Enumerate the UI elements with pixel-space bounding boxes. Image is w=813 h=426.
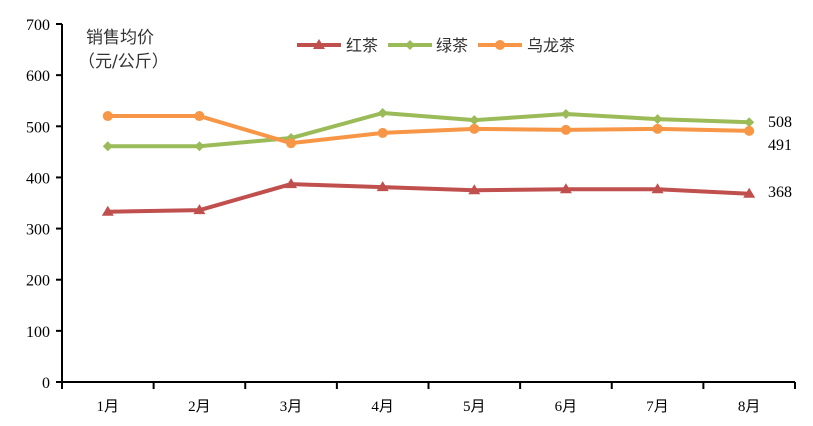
series-1 — [102, 107, 755, 152]
diamond-marker-icon — [560, 109, 571, 120]
x-tick-label: 5月 — [463, 399, 486, 415]
y-tick-label: 100 — [26, 324, 50, 341]
legend: 红茶 绿茶 乌龙茶 — [297, 36, 575, 55]
legend-label: 红茶 — [346, 36, 378, 55]
diamond-marker-icon — [405, 40, 415, 50]
triangle-marker-icon — [101, 205, 114, 216]
y-axis-title-line2: （元/公斤） — [78, 52, 169, 72]
series-2 — [102, 111, 755, 149]
series-0 — [101, 178, 756, 216]
series-line — [107, 114, 750, 146]
circle-marker-icon — [560, 124, 571, 135]
legend-label: 绿茶 — [436, 36, 468, 55]
diamond-marker-icon — [652, 114, 663, 125]
end-value-labels: 368 508 491 — [768, 114, 792, 201]
triangle-marker-icon — [376, 181, 389, 192]
y-tick-label: 0 — [42, 375, 50, 392]
diamond-marker-icon — [469, 115, 480, 126]
x-tick-label: 1月 — [97, 399, 120, 415]
end-value-label: 368 — [768, 184, 792, 201]
series-lines — [101, 107, 756, 216]
circle-marker-icon — [744, 125, 755, 136]
x-tick-label: 3月 — [280, 399, 303, 415]
circle-marker-icon — [194, 111, 205, 122]
triangle-marker-icon — [559, 183, 572, 194]
diamond-marker-icon — [744, 117, 755, 128]
y-tick-label: 500 — [26, 119, 50, 136]
x-tick-label: 4月 — [371, 399, 394, 415]
diamond-marker-icon — [102, 141, 113, 152]
y-tick-label: 700 — [26, 17, 50, 34]
y-tick-label: 200 — [26, 273, 50, 290]
diamond-marker-icon — [194, 141, 205, 152]
circle-marker-icon — [102, 111, 113, 122]
y-axis-title-line1: 销售均价 — [86, 28, 154, 48]
end-value-label: 491 — [768, 137, 792, 154]
triangle-marker-icon — [651, 183, 664, 194]
circle-marker-icon — [469, 123, 480, 134]
x-axis: 1月 2月 3月 4月 5月 6月 7月 8月 — [61, 381, 796, 415]
triangle-marker-icon — [193, 204, 206, 215]
x-tick-label: 7月 — [646, 399, 669, 415]
circle-marker-icon — [495, 40, 505, 50]
triangle-marker-icon — [313, 39, 325, 49]
x-tick-label: 6月 — [555, 399, 578, 415]
circle-marker-icon — [286, 138, 297, 149]
circle-marker-icon — [652, 123, 663, 134]
y-axis: 0 100 200 300 400 500 600 700 — [26, 17, 63, 392]
y-tick-label: 400 — [26, 170, 50, 187]
series-line — [107, 182, 750, 214]
triangle-marker-icon — [743, 187, 756, 198]
circle-marker-icon — [377, 127, 388, 138]
legend-item: 红茶 — [297, 36, 378, 55]
x-tick-label: 2月 — [188, 399, 211, 415]
x-tick-label: 8月 — [738, 399, 761, 415]
triangle-marker-icon — [285, 178, 298, 189]
y-tick-label: 300 — [26, 222, 50, 239]
triangle-marker-icon — [468, 184, 481, 195]
legend-item: 绿茶 — [388, 36, 468, 55]
end-value-label: 508 — [768, 114, 792, 131]
legend-label: 乌龙茶 — [527, 36, 575, 55]
y-axis-title: 销售均价 （元/公斤） — [78, 28, 169, 72]
y-tick-label: 600 — [26, 68, 50, 85]
series-line — [107, 110, 750, 149]
legend-item: 乌龙茶 — [478, 36, 575, 55]
diamond-marker-icon — [377, 107, 388, 118]
